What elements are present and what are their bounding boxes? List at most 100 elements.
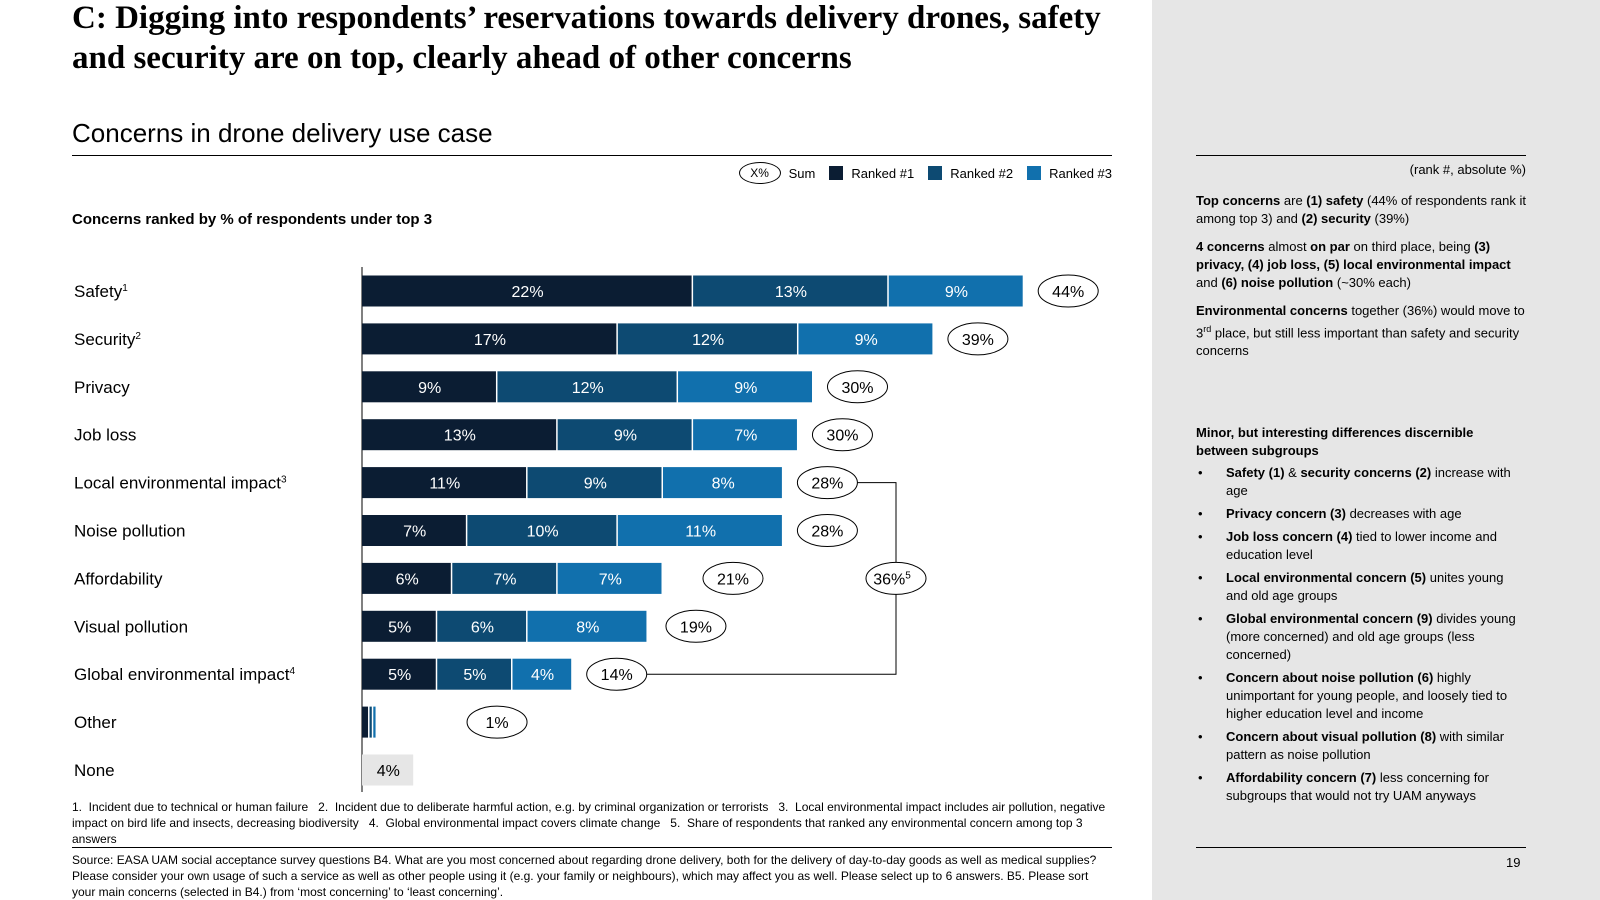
bar-value-label: 7% (493, 571, 516, 588)
panel-bullet-emphasis: Privacy concern (3) (1226, 506, 1346, 521)
panel-bullet-text: divides young (more concerned) and old a… (1226, 611, 1516, 662)
panel-bullet-emphasis: security concerns (2) (1300, 465, 1432, 480)
panel-bullet-text: decreases with age (1345, 506, 1462, 521)
bar-value-label: 5% (388, 619, 411, 636)
rp-p2-t7: (~30% each) (1333, 275, 1411, 290)
panel-paragraph-top-concerns: Top concerns are (1) safety (44% of resp… (1196, 192, 1526, 228)
rp-p3-t1: together (36%) would move to 3 (1196, 303, 1525, 341)
bar-value-label: 12% (692, 332, 724, 349)
category-label: Safety1 (74, 282, 128, 301)
panel-bullet: Safety (1) & security concerns (2) incre… (1196, 464, 1526, 500)
bar-value-label: 9% (734, 380, 757, 397)
sum-oval (796, 514, 858, 547)
sum-label: 30% (841, 380, 873, 397)
rp-p2-b0: 4 concerns (1196, 239, 1265, 254)
bar-value-label: 17% (474, 332, 506, 349)
panel-bullet-emphasis: Job loss concern (4) (1226, 529, 1353, 544)
sum-label: 30% (826, 428, 858, 445)
bar-segment (362, 371, 496, 403)
sum-label: 28% (811, 524, 843, 541)
legend-ranked2-swatch (928, 166, 943, 180)
chart-legend: X% Sum Ranked #1 Ranked #2 Ranked #3 (738, 162, 1112, 184)
environmental-sum-label: 36%5 (873, 570, 911, 588)
legend-ranked3-label: Ranked #3 (1049, 165, 1112, 181)
category-label: Affordability (74, 569, 163, 588)
panel-bullet: Affordability concern (7) less concernin… (1196, 769, 1526, 805)
chart-title: Concerns ranked by % of respondents unde… (72, 211, 433, 228)
footnotes: 1. Incident due to technical or human fa… (72, 800, 1106, 846)
bar-value-label: 10% (527, 524, 559, 541)
bar-value-label: 8% (576, 619, 599, 636)
rp-p1-t5: (39%) (1370, 211, 1410, 226)
sum-label: 28% (811, 476, 843, 493)
environmental-bracket (646, 482, 897, 675)
category-label: Security2 (74, 330, 141, 349)
bar-segment (362, 562, 451, 594)
rp-p2-b4: (3) privacy, (4) job loss, (5) local env… (1196, 239, 1511, 272)
panel-bullet-emphasis: Concern about visual pollution (8) (1226, 729, 1437, 744)
legend-ranked2: Ranked #2 (928, 166, 1013, 181)
bar-segment (437, 658, 511, 690)
bar-segment (467, 515, 617, 546)
bar-segment (527, 610, 647, 642)
rp-p1-b4: (2) security (1301, 211, 1371, 226)
panel-bullet-emphasis: Safety (1) (1226, 465, 1285, 480)
bar-segment (512, 658, 572, 690)
bar-segment (362, 419, 557, 451)
bar-value-label: 6% (471, 619, 494, 636)
bar-segment (362, 467, 527, 499)
panel-bullet: Global environmental concern (9) divides… (1196, 610, 1526, 664)
legend-ranked1-swatch (829, 166, 844, 180)
bar-value-label: 7% (403, 524, 426, 541)
panel-bullet-text: unites young and old age groups (1226, 570, 1504, 603)
bar-value-label: 12% (572, 380, 604, 397)
panel-bullet-text: increase with age (1226, 465, 1511, 498)
panel-bottom-divider (1196, 847, 1526, 848)
rp-p3-sup: rd (1203, 324, 1212, 334)
sum-label: 1% (485, 715, 508, 732)
panel-bullet-emphasis: Concern about noise pollution (6) (1226, 670, 1434, 685)
bar-value-label: 8% (712, 476, 735, 493)
bar-segment (678, 371, 812, 403)
rp-p1-b0: Top concerns (1196, 193, 1281, 208)
sum-label: 21% (717, 571, 749, 588)
rp-p3-b0: Environmental concerns (1196, 303, 1348, 318)
bar-segment (362, 610, 436, 642)
rp-p2-t3: on third place, being (1349, 239, 1475, 254)
bar-value-label: 9% (945, 284, 968, 301)
category-label: Global environmental impact4 (74, 665, 295, 684)
panel-paragraph-four-concerns: 4 concerns almost on par on third place,… (1196, 238, 1526, 292)
sum-label: 44% (1052, 284, 1084, 301)
panel-rank-label: (rank #, absolute %) (1409, 162, 1526, 177)
legend-ranked1: Ranked #1 (829, 166, 914, 181)
category-label: Privacy (74, 378, 130, 397)
bar-segment (557, 562, 662, 594)
legend-ranked3-swatch (1027, 166, 1042, 180)
bar-value-label: 9% (418, 380, 441, 397)
category-label: None (74, 761, 115, 780)
bar-segment (497, 371, 677, 403)
bar-value-label: 6% (396, 571, 419, 588)
rp-p1-t3: (44% of respondents rank it among top 3)… (1196, 193, 1526, 226)
panel-subgroups: Minor, but interesting differences disce… (1196, 424, 1526, 810)
bar-segment (617, 515, 782, 546)
panel-bullet: Privacy concern (3) decreases with age (1196, 505, 1526, 523)
bar-segment (452, 562, 557, 594)
bar-value-label: 7% (734, 428, 757, 445)
slide-title: C: Digging into respondents’ reservation… (72, 0, 1101, 76)
panel-bullet-emphasis: Global environmental concern (9) (1226, 611, 1433, 626)
bar-segment (369, 706, 372, 738)
panel-bullets: Safety (1) & security concerns (2) incre… (1196, 464, 1526, 805)
panel-summary: Top concerns are (1) safety (44% of resp… (1196, 192, 1526, 370)
bar-value-label: 5% (388, 667, 411, 684)
rp-p2-t5: and (1196, 275, 1222, 290)
bar-segment (798, 323, 933, 355)
rp-p2-b6: (6) noise pollution (1221, 275, 1334, 290)
bar-value-label: 5% (463, 667, 486, 684)
bar-value-label: 4% (531, 667, 554, 684)
bar-segment (373, 706, 376, 738)
panel-bullet: Concern about noise pollution (6) highly… (1196, 669, 1526, 723)
sum-label: 14% (601, 667, 633, 684)
bar-segment (362, 706, 369, 738)
legend-ranked1-label: Ranked #1 (851, 165, 915, 181)
